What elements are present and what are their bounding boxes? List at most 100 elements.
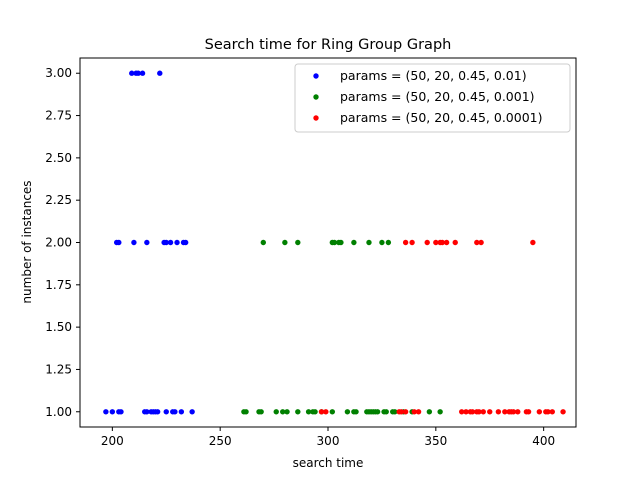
data-point-s2-9: [366, 239, 372, 246]
data-point-s1-3: [135, 70, 141, 76]
data-point-s1-28: [172, 409, 178, 415]
data-point-s2-22: [312, 409, 318, 415]
y-tick-label: 1.75: [45, 278, 72, 292]
data-point-s3-9: [474, 239, 480, 246]
data-point-s2-18: [284, 409, 290, 415]
data-point-s2-41: [437, 409, 443, 415]
data-point-s2-7: [338, 239, 344, 246]
data-point-s2-37: [392, 409, 398, 415]
data-point-s3-27: [495, 409, 502, 415]
data-point-s2-33: [374, 409, 381, 415]
data-point-s2-24: [329, 409, 336, 415]
data-point-s1-30: [189, 409, 195, 415]
data-point-s3-25: [480, 409, 486, 415]
data-point-s1-1: [129, 70, 135, 76]
data-point-s3-26: [487, 409, 493, 415]
y-tick-label: 2.75: [45, 109, 72, 123]
data-point-s3-17: [411, 409, 417, 415]
data-point-s1-26: [163, 409, 169, 415]
data-point-s3-4: [433, 239, 439, 246]
data-point-s1-25: [154, 409, 161, 415]
data-point-s1-11: [163, 239, 169, 246]
data-point-s1-29: [178, 409, 185, 415]
legend-entry-series-2: params = (50, 20, 0.45, 0.001): [340, 89, 535, 104]
data-point-s3-38: [549, 409, 555, 415]
data-point-s3-20: [463, 409, 469, 415]
data-point-s1-4: [139, 70, 146, 76]
data-point-s2-3: [295, 239, 301, 246]
y-tick-label: 2.00: [45, 236, 72, 250]
data-point-s3-18: [415, 409, 422, 415]
data-point-s3-16: [402, 409, 409, 415]
data-point-s2-15: [258, 409, 264, 415]
data-point-s3-1: [402, 239, 409, 246]
data-point-s2-10: [379, 239, 385, 246]
data-point-s1-16: [103, 409, 109, 415]
data-point-s3-3: [424, 239, 430, 246]
x-tick-label: 250: [209, 434, 232, 448]
legend-marker-series-3: [313, 115, 319, 121]
data-point-s2-20: [305, 409, 312, 415]
data-point-s1-9: [144, 239, 150, 246]
data-point-s3-2: [409, 239, 415, 246]
data-point-s3-7: [443, 239, 450, 246]
data-point-s3-28: [502, 409, 508, 415]
legend-marker-series-2: [313, 94, 319, 100]
data-point-s2-11: [385, 239, 392, 246]
data-point-s3-6: [439, 239, 445, 246]
data-point-s2-35: [383, 409, 389, 415]
legend-box: [294, 63, 571, 133]
x-tick-label: 350: [424, 434, 447, 448]
y-axis: 1.00 1.25 1.50 1.75 2.00 2.25 2.50 2.75 3.00: [45, 66, 80, 419]
data-point-s2-25: [344, 409, 351, 415]
legend-entry-series-3: params = (50, 20, 0.45, 0.0001): [340, 110, 542, 125]
data-point-s2-13: [243, 409, 249, 415]
y-tick-label: 3.00: [45, 66, 72, 80]
chart-title: Search time for Ring Group Graph: [205, 37, 452, 53]
data-point-s3-15: [398, 409, 405, 415]
data-point-s2-27: [353, 409, 359, 415]
y-tick-label: 1.25: [45, 362, 72, 376]
data-point-s2-40: [426, 409, 433, 415]
data-point-s3-10: [478, 239, 484, 246]
data-point-s1-12: [167, 239, 174, 246]
data-point-s3-31: [510, 409, 517, 415]
data-point-s3-37: [545, 409, 551, 415]
data-point-s1-8: [131, 239, 137, 246]
data-point-s1-13: [174, 239, 180, 246]
y-tick-label: 2.50: [45, 151, 72, 165]
data-point-s2-19: [295, 409, 301, 415]
x-tick-label: 200: [101, 434, 124, 448]
x-axis-label: search time: [293, 456, 364, 470]
data-point-s3-12: [318, 409, 325, 415]
legend: params = (50, 20, 0.45, 0.01) params = (…: [294, 63, 571, 133]
y-axis-label: number of instances: [20, 180, 34, 303]
data-point-s3-13: [323, 409, 329, 415]
data-point-s1-15: [182, 239, 189, 246]
data-point-s3-19: [459, 409, 465, 415]
data-point-s2-8: [351, 239, 357, 246]
data-point-s3-34: [525, 409, 532, 415]
data-point-s3-22: [469, 409, 476, 415]
x-tick-label: 300: [317, 434, 340, 448]
data-point-s3-24: [476, 409, 482, 415]
points-layer: [103, 70, 566, 415]
data-point-s1-21: [144, 409, 150, 415]
data-point-s3-39: [560, 409, 566, 415]
y-tick-label: 2.25: [45, 193, 72, 207]
y-tick-label: 1.50: [45, 320, 72, 334]
data-point-s2-1: [260, 239, 266, 246]
data-point-s3-35: [536, 409, 543, 415]
data-point-s2-17: [280, 409, 286, 415]
data-point-s3-11: [530, 239, 536, 246]
x-axis: 200 250 300 350 400: [101, 427, 555, 448]
legend-marker-series-1: [313, 73, 319, 79]
data-point-s2-2: [282, 239, 288, 246]
data-point-s2-5: [331, 239, 338, 246]
data-point-s1-17: [109, 409, 116, 415]
data-point-s2-16: [273, 409, 279, 415]
data-point-s3-8: [452, 239, 458, 246]
data-point-s3-32: [515, 409, 521, 415]
data-point-s1-19: [118, 409, 124, 415]
